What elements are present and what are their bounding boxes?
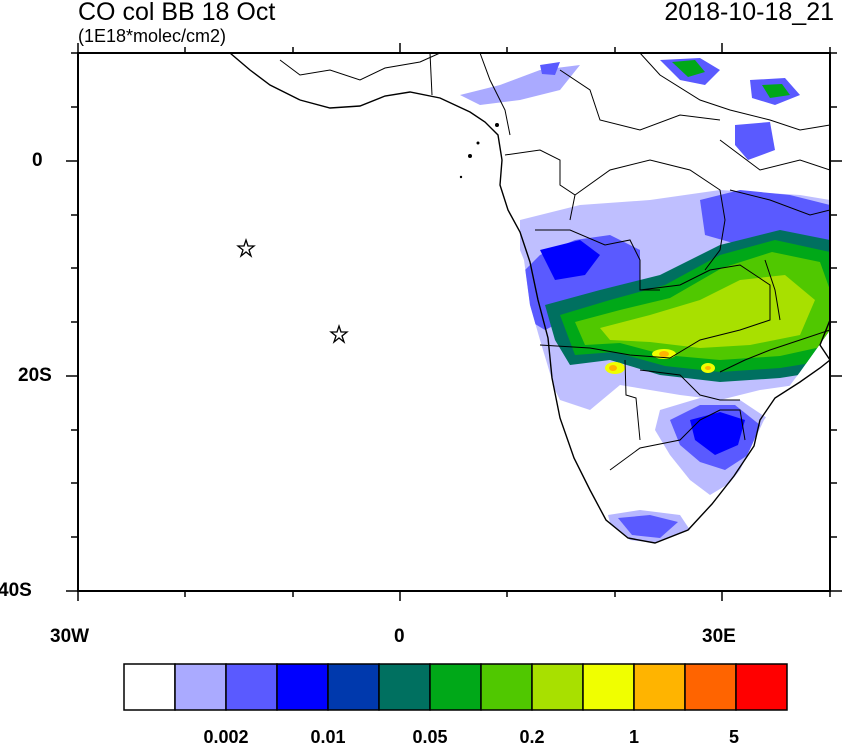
border-sudan bbox=[639, 53, 830, 131]
co-north-blob-2-g bbox=[762, 84, 790, 98]
island bbox=[495, 123, 499, 127]
timestamp-label: 2018-10-18_21 bbox=[664, 0, 834, 26]
colorbar-label: 0.01 bbox=[310, 727, 346, 747]
co-hotspot-1-core bbox=[609, 365, 617, 371]
co-hotspot-3-core bbox=[705, 366, 711, 370]
co-blue-cape bbox=[618, 515, 678, 538]
y-tick-label-40s: 40S bbox=[0, 580, 32, 601]
colorbar-swatch bbox=[174, 663, 227, 711]
colorbar-label: 0.2 bbox=[519, 727, 545, 747]
colorbar-swatch bbox=[582, 663, 635, 711]
islands bbox=[459, 123, 499, 179]
colorbar-label: 1 bbox=[628, 727, 640, 747]
colorbar-label: 0.002 bbox=[203, 727, 249, 747]
border-botswana bbox=[639, 369, 740, 401]
border-zimbabwe-moz bbox=[719, 329, 830, 373]
x-tick-label-0: 0 bbox=[394, 626, 405, 647]
border-malawi bbox=[764, 259, 781, 321]
colorbar-swatch bbox=[735, 663, 788, 711]
west-africa-coast bbox=[229, 53, 301, 101]
border-gabon-congo bbox=[504, 149, 576, 221]
x-tick-label-30e: 30E bbox=[702, 626, 736, 647]
colorbar-label: 0.05 bbox=[412, 727, 448, 747]
y-tick-label-20s: 20S bbox=[18, 365, 52, 386]
colorbar-swatch bbox=[684, 663, 737, 711]
co-darkblue-1 bbox=[690, 412, 745, 455]
border-east bbox=[719, 139, 830, 171]
island bbox=[468, 154, 472, 158]
units-label: (1E18*molec/cm2) bbox=[78, 26, 227, 46]
colorbar-swatch bbox=[276, 663, 329, 711]
colorbar-swatch bbox=[429, 663, 482, 711]
island bbox=[459, 175, 463, 179]
border-angola-south bbox=[539, 344, 671, 359]
border-west-africa bbox=[279, 53, 441, 81]
border-namibia bbox=[624, 359, 641, 441]
colorbar-swatch bbox=[531, 663, 584, 711]
co-yellowgreen bbox=[600, 275, 815, 348]
markers bbox=[236, 237, 349, 344]
star-marker bbox=[236, 237, 256, 258]
coastlines bbox=[229, 53, 830, 544]
co-north-blob-4 bbox=[460, 65, 580, 105]
border-chad-car bbox=[559, 69, 721, 131]
border-nigeria bbox=[429, 53, 433, 96]
country-borders bbox=[279, 53, 830, 471]
border-drc bbox=[574, 159, 726, 271]
colorbar-swatch bbox=[480, 663, 533, 711]
co-hotspot-2-core bbox=[659, 351, 669, 357]
star-marker bbox=[329, 323, 349, 344]
africa-coastline bbox=[299, 91, 830, 544]
border-tanzania bbox=[729, 189, 830, 216]
co-north-blob-1-g bbox=[672, 60, 705, 77]
co-field bbox=[460, 58, 830, 543]
border-zambia bbox=[639, 264, 771, 359]
madagascar-coast bbox=[819, 319, 830, 361]
co-north-blob-3 bbox=[735, 122, 775, 160]
colorbar-swatch bbox=[327, 663, 380, 711]
y-tick-label-0: 0 bbox=[32, 150, 43, 171]
x-tick-label-30w: 30W bbox=[50, 626, 90, 647]
colorbar-swatch bbox=[378, 663, 431, 711]
border-cameroon bbox=[479, 53, 511, 136]
colorbar-label: 5 bbox=[728, 727, 740, 747]
colorbar-swatch bbox=[633, 663, 686, 711]
border-south-africa bbox=[609, 409, 746, 471]
tick-marks bbox=[66, 43, 842, 601]
colorbar bbox=[123, 663, 788, 711]
colorbar-swatch bbox=[123, 663, 176, 711]
colorbar-swatch bbox=[225, 663, 278, 711]
plot-title: CO col BB 18 Oct bbox=[78, 0, 276, 26]
island bbox=[476, 141, 480, 145]
co-north-blob-5 bbox=[540, 62, 560, 75]
co-darkblue-2 bbox=[540, 240, 600, 280]
